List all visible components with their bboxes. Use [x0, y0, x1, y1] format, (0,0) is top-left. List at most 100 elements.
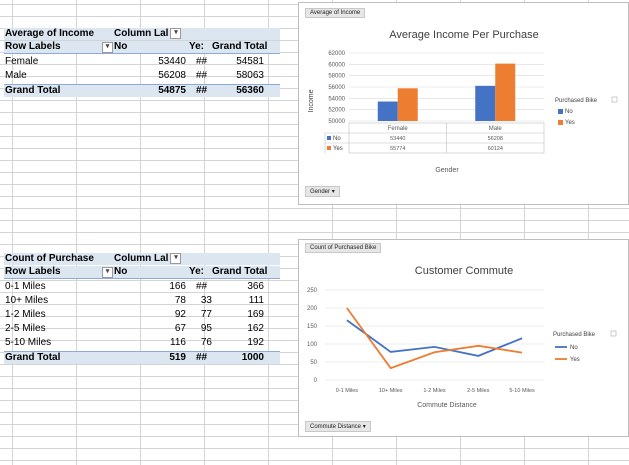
legend-label: Yes — [565, 120, 575, 126]
chart-title: Average Income Per Purchase — [389, 29, 539, 41]
table-row[interactable]: 2-5 Miles 67 95 162 — [4, 323, 280, 335]
pivot-column-labels[interactable]: Column Lal ▾ — [114, 253, 184, 265]
cell-yes: ## — [196, 281, 208, 292]
cell-no: 54875 — [158, 85, 186, 96]
cell-grand: 366 — [247, 281, 264, 292]
data-table-value: 56208 — [488, 136, 503, 142]
data-table-value: 55774 — [390, 146, 405, 152]
y-tick-label: 54000 — [328, 96, 345, 102]
data-table-value: 53440 — [390, 136, 405, 142]
col-yes-header: Ye: — [189, 266, 205, 277]
legend-label: Yes — [570, 357, 580, 363]
legend-key-no — [558, 109, 563, 114]
data-table-value: 60124 — [488, 146, 503, 152]
filter-label: Commute Distance — [310, 424, 362, 430]
line-chart-svg: Commute Distance Purchased Bike 0 50 100 15… — [307, 288, 617, 409]
legend-label: No — [570, 345, 578, 351]
grand-total-row[interactable]: Grand Total 519 ## 1000 — [4, 351, 280, 364]
chevron-down-icon[interactable]: ▾ — [102, 42, 113, 53]
cell-yes: 77 — [200, 309, 212, 320]
x-axis-label: Gender — [435, 167, 459, 174]
bar-yes-male[interactable] — [495, 63, 516, 121]
chart-title: Customer Commute — [414, 265, 514, 277]
pivot-subheader-row: Row Labels ▾ No Ye: Grand Total — [4, 266, 280, 279]
row-label: 2-5 Miles — [5, 323, 46, 334]
line-series-no[interactable] — [346, 319, 523, 357]
chevron-down-icon[interactable]: ▾ — [102, 267, 113, 278]
row-label: 10+ Miles — [5, 295, 49, 306]
table-row[interactable]: 0-1 Miles 166 ## 366 — [4, 281, 280, 293]
column-labels-text: Column Lal — [114, 253, 169, 265]
legend-label: No — [565, 109, 573, 115]
bar-no-female[interactable] — [377, 101, 398, 121]
table-row[interactable]: Female 53440 ## 54581 — [4, 56, 280, 68]
y-tick-label: 60000 — [328, 62, 345, 68]
y-tick-label: 0 — [314, 378, 318, 384]
gender-filter-button[interactable]: Gender ▾ — [305, 186, 340, 197]
bar-chart-svg: Income Gender Purchased Bike 50000 52000 5… — [308, 51, 618, 174]
pivot-header-row: Count of Purchase Column Lal ▾ — [4, 253, 280, 265]
cell-yes: ## — [196, 85, 208, 96]
table-legend-key — [327, 136, 331, 140]
y-tick-label: 62000 — [328, 51, 345, 57]
cell-no: 56208 — [158, 70, 186, 81]
cell-no: 519 — [169, 352, 186, 363]
cell-yes: ## — [196, 352, 208, 363]
pivot-value-field: Count of Purchase — [5, 253, 94, 264]
cell-grand: 111 — [248, 295, 264, 306]
cell-grand: 1000 — [241, 352, 264, 363]
cell-grand: 192 — [247, 337, 264, 348]
cell-yes: 33 — [200, 295, 212, 306]
legend-filter-icon[interactable] — [610, 330, 617, 337]
y-axis-label: Income — [308, 89, 315, 112]
bar-no-male[interactable] — [475, 85, 496, 121]
col-grand-header: Grand Total — [212, 41, 268, 52]
x-tick-label: 0-1 Miles — [336, 388, 359, 394]
table-row[interactable]: 10+ Miles 78 33 111 — [4, 295, 280, 307]
table-series-label: Yes — [333, 146, 343, 152]
cell-no: 116 — [170, 337, 186, 348]
chevron-down-icon[interactable]: ▾ — [170, 28, 182, 39]
chevron-down-icon: ▾ — [362, 424, 366, 430]
row-label: Male — [5, 70, 27, 81]
x-tick-label: 2-5 Miles — [467, 388, 490, 394]
table-row[interactable]: 5-10 Miles 116 76 192 — [4, 337, 280, 349]
col-grand-header: Grand Total — [212, 266, 268, 277]
cell-yes: ## — [196, 56, 208, 67]
cell-grand: 169 — [247, 309, 264, 320]
row-label: Grand Total — [5, 85, 61, 96]
bar-yes-female[interactable] — [397, 88, 418, 121]
row-label: Grand Total — [5, 352, 61, 363]
table-row[interactable]: 1-2 Miles 92 77 169 — [4, 309, 280, 321]
income-bar-chart[interactable]: Average of Income Average Income Per Pur… — [298, 2, 629, 205]
table-series-label: No — [333, 136, 341, 142]
chevron-down-icon[interactable]: ▾ — [170, 253, 182, 264]
line-series-yes[interactable] — [346, 307, 523, 370]
cell-no: 53440 — [158, 56, 186, 67]
table-legend-key — [327, 146, 331, 150]
cell-no: 92 — [174, 309, 186, 320]
value-field-button[interactable]: Average of Income — [305, 8, 366, 18]
y-tick-label: 250 — [307, 288, 318, 294]
row-labels-header: Row Labels — [5, 41, 61, 52]
commute-line-chart[interactable]: Count of Purchased Bike Customer Commute… — [298, 239, 629, 437]
legend-filter-icon[interactable] — [611, 96, 618, 103]
cell-grand: 58063 — [236, 70, 264, 81]
cell-no: 67 — [174, 323, 186, 334]
pivot-column-labels[interactable]: Column Lal ▾ — [114, 28, 184, 40]
commute-filter-button[interactable]: Commute Distance ▾ — [305, 421, 371, 432]
y-tick-label: 52000 — [328, 108, 345, 114]
grand-total-row[interactable]: Grand Total 54875 ## 56360 — [4, 84, 280, 97]
cell-yes: 95 — [200, 323, 212, 334]
legend-title: Purchased Bike — [555, 98, 598, 104]
cell-no: 166 — [169, 281, 186, 292]
col-no-header: No — [114, 266, 128, 277]
y-tick-label: 56000 — [328, 85, 345, 91]
y-tick-label: 150 — [307, 324, 318, 330]
col-no-header: No — [114, 41, 128, 52]
y-tick-label: 58000 — [328, 74, 345, 80]
value-field-button[interactable]: Count of Purchased Bike — [305, 243, 382, 253]
x-tick-label: 10+ Miles — [379, 388, 403, 394]
table-row[interactable]: Male 56208 ## 58063 — [4, 70, 280, 82]
y-tick-label: 50 — [310, 360, 317, 366]
